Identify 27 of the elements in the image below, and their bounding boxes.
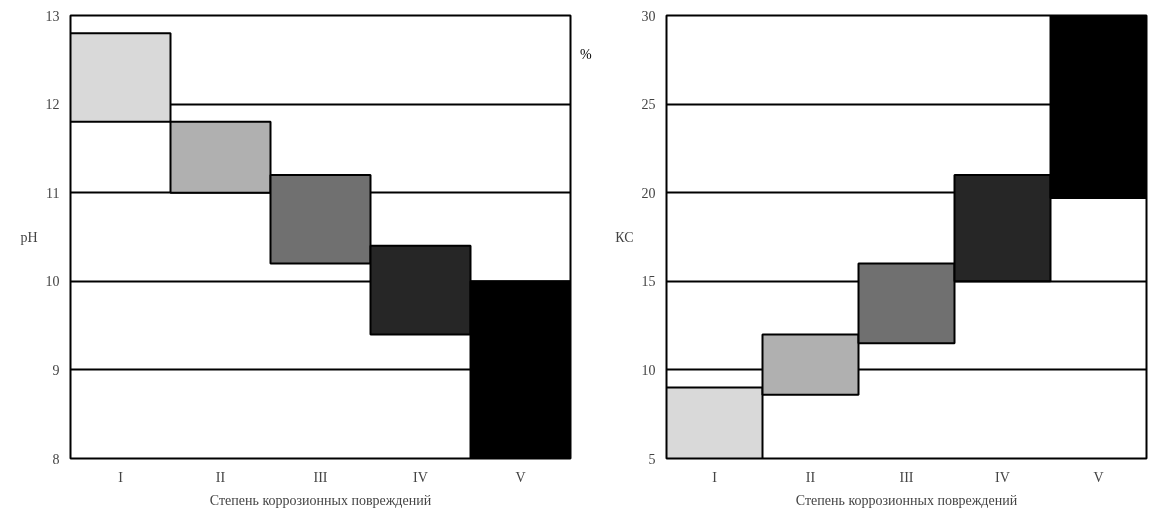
text: % xyxy=(580,46,592,64)
x-tick-label: V xyxy=(515,469,526,485)
y-tick-label: 11 xyxy=(46,185,60,201)
y-tick-label: 15 xyxy=(641,274,656,290)
y-tick-label: 25 xyxy=(641,97,656,113)
x-tick-label: IV xyxy=(995,469,1010,485)
x-tick-label: I xyxy=(118,469,124,485)
x-tick-label: III xyxy=(313,469,328,485)
x-tick-label: III xyxy=(899,469,914,485)
y-axis-title: КС xyxy=(615,229,634,245)
y-tick-label: 13 xyxy=(45,8,60,24)
x-tick-label: II xyxy=(805,469,816,485)
y-tick-label: 5 xyxy=(648,451,656,467)
y-tick-label: 9 xyxy=(52,362,60,378)
x-tick-label: II xyxy=(215,469,226,485)
x-tick-label: I xyxy=(712,469,718,485)
x-tick-label: IV xyxy=(413,469,428,485)
y-tick-label: 10 xyxy=(641,362,656,378)
y-tick-label: 10 xyxy=(45,274,60,290)
x-tick-label: V xyxy=(1093,469,1104,485)
x-axis-title: Степень коррозионных повреждений xyxy=(209,492,432,508)
y-tick-label: 8 xyxy=(52,451,60,467)
y-tick-label: 20 xyxy=(641,185,656,201)
y-axis-title: pH xyxy=(20,229,38,245)
y-tick-label: 30 xyxy=(641,8,656,24)
x-axis-title: Степень коррозионных повреждений xyxy=(795,492,1018,508)
y-tick-label: 12 xyxy=(45,97,60,113)
